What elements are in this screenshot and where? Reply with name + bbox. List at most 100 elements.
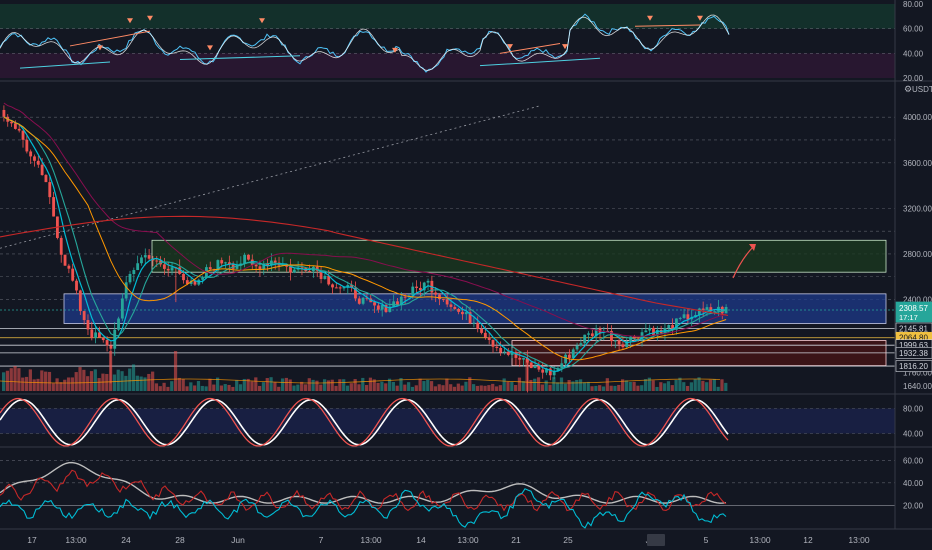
candle-body (2, 109, 6, 117)
price-axis[interactable]: 80.00 60.00 40.00 20.00 4000.00 3600.00 3200.0… (0, 0, 932, 530)
volume-bar (277, 386, 281, 391)
candle-body (522, 358, 525, 360)
candle-body (625, 341, 629, 348)
volume-bar (494, 386, 499, 391)
volume-bar (273, 382, 277, 391)
candle-body (441, 299, 445, 301)
volume-bar (506, 381, 510, 391)
volume-bar (21, 377, 25, 391)
volume-bar (407, 382, 411, 391)
candle-body (457, 308, 461, 312)
volume-bar (586, 381, 590, 391)
volume-bar (173, 351, 178, 391)
candle-body (613, 340, 617, 342)
stochastic-panel[interactable] (0, 397, 895, 447)
volume-bar (193, 385, 197, 391)
volume-bar (89, 371, 94, 391)
volume-bar (261, 382, 266, 391)
candle-body (124, 282, 128, 299)
candle-body (48, 182, 52, 198)
candle-body (396, 301, 399, 305)
volume-bar (724, 382, 728, 391)
dmi-panel[interactable] (0, 459, 895, 529)
candle-body (461, 311, 464, 315)
trend-line (0, 105, 541, 249)
badge-bg (895, 360, 932, 372)
candle-body (568, 354, 571, 358)
volume-bar (445, 378, 449, 391)
volume-bar (181, 378, 185, 391)
time-axis[interactable]: 1713:002428Jun713:001413:002125Jul513:00… (27, 534, 870, 546)
divergence-marker (97, 45, 103, 51)
volume-bar (533, 378, 537, 391)
volume-bar (563, 383, 567, 391)
time-tick-label: 5 (704, 535, 709, 545)
candle-body (388, 306, 392, 312)
volume-bar (651, 380, 655, 391)
candle-body (575, 345, 579, 350)
candle-body (338, 287, 342, 289)
candle-body (13, 123, 17, 129)
volume-bar (449, 384, 453, 391)
volume-bar (433, 386, 437, 391)
candle-body (52, 197, 55, 217)
volume-bar (223, 384, 227, 391)
candle-body (564, 354, 568, 364)
volume-bar (464, 381, 468, 391)
candle-body (346, 285, 350, 288)
divergence-line (499, 42, 561, 54)
volume-panel (0, 351, 728, 391)
volume-bar (697, 377, 701, 391)
candle-body (17, 128, 21, 131)
candle-body (545, 368, 548, 373)
divergence-marker (127, 18, 133, 24)
volume-bar (345, 385, 350, 391)
candle-body (713, 311, 717, 313)
candle-body (617, 340, 621, 345)
volume-bar (643, 379, 648, 391)
stoch-tick-label: 80.00 (903, 405, 924, 414)
volume-bar (139, 376, 143, 391)
volume-bar (624, 380, 629, 391)
candle-body (434, 292, 438, 295)
volume-bar (514, 384, 518, 391)
candle-body (503, 351, 506, 353)
volume-bar (17, 368, 21, 391)
volume-bar (712, 379, 716, 391)
price-panel[interactable] (0, 102, 895, 393)
mid-zone (63, 293, 887, 324)
volume-bar (231, 386, 235, 391)
volume-bar (334, 385, 338, 391)
volume-bar (208, 378, 212, 391)
candle-body (162, 264, 166, 269)
volume-bar (559, 377, 564, 391)
volume-bar (636, 385, 640, 391)
dmi-tick-label: 20.00 (903, 501, 924, 510)
volume-bar (112, 374, 117, 391)
candle-body (25, 139, 29, 152)
volume-bar (28, 369, 32, 391)
candle-body (690, 317, 694, 320)
divergence-line (479, 57, 601, 67)
candle-body (648, 327, 652, 331)
candle-body (323, 275, 327, 279)
candle-body (411, 286, 415, 296)
candle-body (472, 322, 476, 324)
settings-icon[interactable]: ⚙ (904, 84, 912, 94)
oscillator-top-panel[interactable] (0, 4, 895, 78)
volume-bar (571, 381, 575, 391)
volume-bar (342, 379, 346, 391)
time-tick-label: 24 (121, 535, 131, 545)
candle-body (529, 362, 533, 369)
price-tick-label: 3600.00 (903, 159, 932, 168)
volume-bar (70, 377, 74, 391)
time-tick-label: 13:00 (65, 535, 87, 545)
volume-bar (605, 378, 609, 391)
candle-body (464, 312, 468, 315)
volume-bar (227, 384, 231, 391)
currency-selector[interactable]: ⚙ USDT (904, 84, 932, 94)
candle-body (101, 337, 105, 341)
volume-bar (647, 377, 651, 391)
volume-bar (502, 378, 506, 391)
